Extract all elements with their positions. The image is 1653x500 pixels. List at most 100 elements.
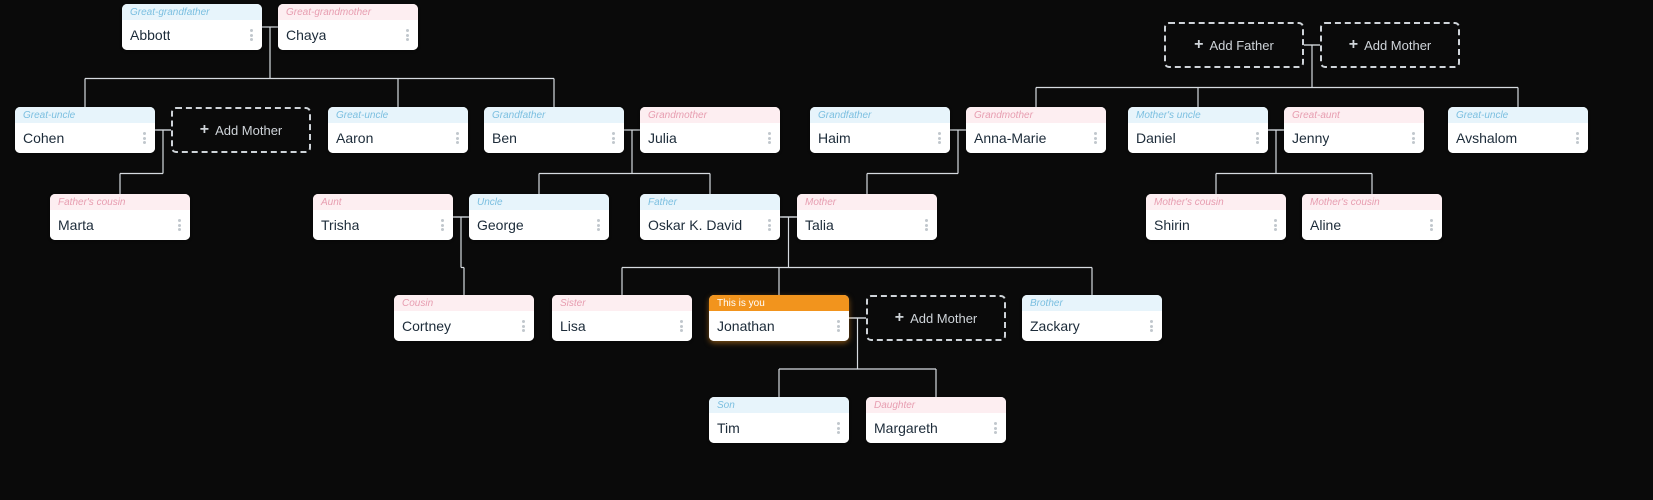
family-tree-canvas: Great-grandfather Abbott Great-grandmother… — [0, 0, 1653, 500]
person-name: Avshalom — [1456, 130, 1517, 146]
person-node-cortney[interactable]: Cousin Cortney — [394, 295, 534, 341]
relation-label: Grandmother — [966, 107, 1106, 123]
add-node-add-mother-jonathan[interactable]: + Add Mother — [866, 295, 1006, 341]
person-name: Cortney — [402, 318, 451, 334]
more-menu-icon[interactable] — [766, 130, 774, 146]
relation-label: Son — [709, 397, 849, 413]
relation-label: Great-grandfather — [122, 4, 262, 20]
person-node-jonathan[interactable]: This is you Jonathan — [709, 295, 849, 341]
person-node-talia[interactable]: MotherTalia — [797, 194, 937, 240]
person-node-aaron[interactable]: Great-uncle Aaron — [328, 107, 468, 153]
person-node-trisha[interactable]: Aunt Trisha — [313, 194, 453, 240]
relation-label: Great-uncle — [328, 107, 468, 123]
person-name: Shirin — [1154, 217, 1190, 233]
person-node-aline[interactable]: Mother's cousinAline — [1302, 194, 1442, 240]
person-name: Zackary — [1030, 318, 1080, 334]
person-node-marta[interactable]: Father's cousin Marta — [50, 194, 190, 240]
person-node-ben[interactable]: Grandfather Ben — [484, 107, 624, 153]
add-label: Add Father — [1210, 38, 1274, 53]
person-node-haim[interactable]: GrandfatherHaim — [810, 107, 950, 153]
person-node-oskar[interactable]: Father Oskar K. David — [640, 194, 780, 240]
person-node-abbott[interactable]: Great-grandfather Abbott — [122, 4, 262, 50]
relation-label: Cousin — [394, 295, 534, 311]
relation-label: Brother — [1022, 295, 1162, 311]
more-menu-icon[interactable] — [439, 217, 447, 233]
add-label: Add Mother — [1364, 38, 1431, 53]
add-label: Add Mother — [910, 311, 977, 326]
relation-label: Father's cousin — [50, 194, 190, 210]
person-name: Tim — [717, 420, 740, 436]
person-node-julia[interactable]: Grandmother Julia — [640, 107, 780, 153]
relation-label: Great-grandmother — [278, 4, 418, 20]
person-name: Chaya — [286, 27, 326, 43]
more-menu-icon[interactable] — [835, 420, 843, 436]
more-menu-icon[interactable] — [678, 318, 686, 334]
relation-label: Great-uncle — [1448, 107, 1588, 123]
more-menu-icon[interactable] — [248, 27, 256, 43]
person-node-chaya[interactable]: Great-grandmother Chaya — [278, 4, 418, 50]
relation-label: Grandmother — [640, 107, 780, 123]
person-name: Lisa — [560, 318, 586, 334]
more-menu-icon[interactable] — [610, 130, 618, 146]
plus-icon: + — [1349, 37, 1358, 53]
person-node-zackary[interactable]: Brother Zackary — [1022, 295, 1162, 341]
relation-label: Mother's uncle — [1128, 107, 1268, 123]
more-menu-icon[interactable] — [936, 130, 944, 146]
relation-label: Grandfather — [484, 107, 624, 123]
person-node-tim[interactable]: Son Tim — [709, 397, 849, 443]
person-name: Jonathan — [717, 318, 775, 334]
person-name: Marta — [58, 217, 94, 233]
more-menu-icon[interactable] — [595, 217, 603, 233]
person-name: Jenny — [1292, 130, 1329, 146]
more-menu-icon[interactable] — [1410, 130, 1418, 146]
relation-label: Aunt — [313, 194, 453, 210]
person-name: Trisha — [321, 217, 359, 233]
person-name: Abbott — [130, 27, 170, 43]
more-menu-icon[interactable] — [404, 27, 412, 43]
person-name: Anna-Marie — [974, 130, 1046, 146]
person-name: Haim — [818, 130, 851, 146]
relation-label: Uncle — [469, 194, 609, 210]
person-node-annamarie[interactable]: Grandmother Anna-Marie — [966, 107, 1106, 153]
person-node-cohen[interactable]: Great-uncleCohen — [15, 107, 155, 153]
more-menu-icon[interactable] — [1428, 217, 1436, 233]
person-name: Julia — [648, 130, 677, 146]
add-node-add-mother-cohen[interactable]: +Add Mother — [171, 107, 311, 153]
relation-label: Daughter — [866, 397, 1006, 413]
more-menu-icon[interactable] — [992, 420, 1000, 436]
relation-label: Mother's cousin — [1146, 194, 1286, 210]
person-node-george[interactable]: Uncle George — [469, 194, 609, 240]
more-menu-icon[interactable] — [835, 318, 843, 334]
more-menu-icon[interactable] — [1574, 130, 1582, 146]
more-menu-icon[interactable] — [923, 217, 931, 233]
more-menu-icon[interactable] — [1254, 130, 1262, 146]
more-menu-icon[interactable] — [141, 130, 149, 146]
add-node-add-father-top[interactable]: + Add Father — [1164, 22, 1304, 68]
person-name: Aaron — [336, 130, 373, 146]
add-node-add-mother-top[interactable]: + Add Mother — [1320, 22, 1460, 68]
relation-label: Sister — [552, 295, 692, 311]
person-node-jenny[interactable]: Great-auntJenny — [1284, 107, 1424, 153]
person-node-avshalom[interactable]: Great-uncle Avshalom — [1448, 107, 1588, 153]
person-name: Ben — [492, 130, 517, 146]
person-name: Talia — [805, 217, 834, 233]
relation-label: Mother's cousin — [1302, 194, 1442, 210]
more-menu-icon[interactable] — [766, 217, 774, 233]
person-node-margareth[interactable]: DaughterMargareth — [866, 397, 1006, 443]
more-menu-icon[interactable] — [176, 217, 184, 233]
add-label: Add Mother — [215, 123, 282, 138]
more-menu-icon[interactable] — [1092, 130, 1100, 146]
plus-icon: + — [1194, 37, 1203, 53]
more-menu-icon[interactable] — [1272, 217, 1280, 233]
person-name: George — [477, 217, 524, 233]
person-name: Oskar K. David — [648, 217, 742, 233]
relation-label: Father — [640, 194, 780, 210]
person-node-lisa[interactable]: Sister Lisa — [552, 295, 692, 341]
more-menu-icon[interactable] — [1148, 318, 1156, 334]
relation-label: This is you — [709, 295, 849, 311]
more-menu-icon[interactable] — [520, 318, 528, 334]
person-node-shirin[interactable]: Mother's cousin Shirin — [1146, 194, 1286, 240]
person-node-daniel[interactable]: Mother's uncleDaniel — [1128, 107, 1268, 153]
more-menu-icon[interactable] — [454, 130, 462, 146]
plus-icon: + — [895, 310, 904, 326]
